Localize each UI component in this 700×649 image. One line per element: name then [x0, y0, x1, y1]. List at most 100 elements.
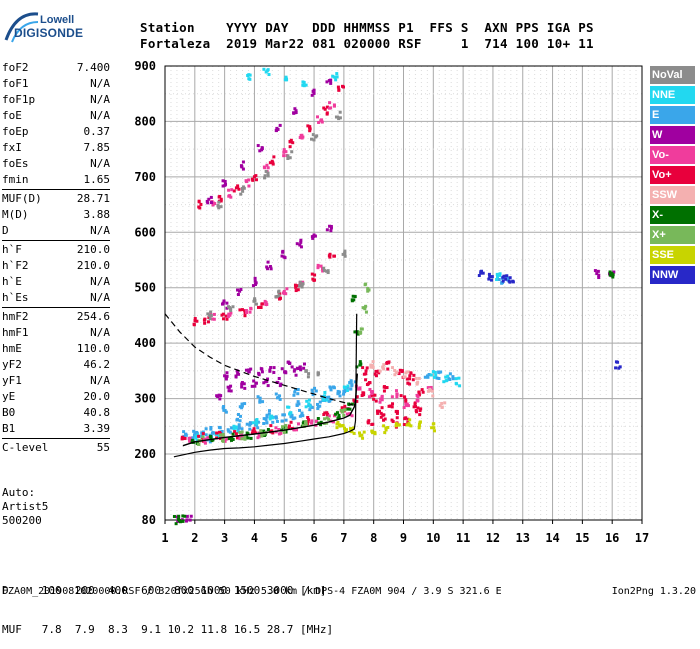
data-point	[391, 402, 395, 406]
data-point	[237, 372, 241, 376]
data-point	[367, 395, 371, 399]
data-point	[282, 150, 286, 154]
data-point	[409, 371, 413, 375]
data-point	[311, 236, 315, 240]
data-point	[183, 514, 187, 518]
data-point	[236, 417, 240, 421]
data-point	[316, 407, 320, 411]
x-tick-label: 17	[635, 531, 649, 545]
x-tick-label: 9	[400, 531, 407, 545]
data-point	[269, 267, 273, 271]
data-point	[247, 178, 251, 182]
data-point	[437, 377, 441, 381]
data-point	[277, 290, 281, 294]
data-point	[185, 514, 189, 518]
data-point	[384, 426, 388, 430]
data-point	[363, 283, 367, 287]
data-point	[361, 391, 365, 395]
y-tick-label: 80	[142, 513, 156, 527]
data-point	[355, 399, 359, 403]
data-point	[364, 310, 368, 314]
data-point	[371, 364, 375, 368]
data-point	[407, 404, 411, 408]
data-point	[198, 206, 202, 210]
data-point	[204, 427, 208, 431]
param-name: foF2	[2, 61, 29, 74]
data-point	[395, 371, 399, 375]
data-point	[308, 127, 312, 131]
data-point	[327, 414, 331, 418]
data-point	[207, 314, 211, 318]
data-point	[225, 374, 229, 378]
data-point	[216, 434, 220, 438]
ordinary-trace-line	[182, 373, 358, 447]
param-value: 210.0	[76, 259, 110, 272]
data-point	[265, 379, 269, 383]
data-point	[211, 431, 215, 435]
y-tick-label: 300	[134, 392, 156, 406]
x-tick-label: 8	[370, 531, 377, 545]
data-point	[230, 436, 234, 440]
data-point	[233, 430, 237, 434]
data-point	[282, 255, 286, 259]
data-point	[362, 372, 366, 376]
data-point	[338, 394, 342, 398]
autoscaling-info: Auto: Artist5 500200	[2, 486, 48, 528]
data-point	[304, 405, 308, 409]
data-point	[277, 427, 281, 431]
legend-item: NoVal	[650, 66, 695, 85]
param-value: 3.39	[83, 422, 111, 435]
data-point	[340, 410, 344, 414]
data-point	[353, 380, 357, 384]
data-point	[241, 167, 245, 171]
data-point	[311, 393, 315, 397]
data-point	[380, 394, 384, 398]
param-row: foE N/A	[2, 108, 110, 124]
data-point	[252, 427, 256, 431]
data-point	[400, 370, 404, 374]
data-point	[189, 514, 193, 518]
logo-mark	[4, 12, 39, 43]
data-point	[331, 420, 335, 424]
data-point	[328, 252, 332, 256]
data-point	[350, 402, 354, 406]
data-point	[245, 310, 249, 314]
muf-curve	[164, 313, 354, 406]
data-point	[210, 439, 214, 443]
param-name: yE	[2, 390, 16, 403]
data-point	[299, 134, 303, 138]
data-point	[188, 518, 192, 522]
data-point	[481, 271, 485, 275]
data-point	[294, 388, 298, 392]
data-point	[298, 365, 302, 369]
logo-text-top: Lowell	[40, 14, 75, 26]
data-point	[177, 514, 181, 518]
data-point	[335, 426, 339, 430]
data-point	[411, 378, 415, 382]
data-point	[292, 111, 296, 115]
data-point	[218, 426, 222, 430]
data-point	[225, 301, 229, 305]
data-point	[240, 308, 244, 312]
data-point	[442, 380, 446, 384]
data-point	[182, 437, 186, 441]
data-point	[356, 332, 360, 336]
param-row: h`Es N/A	[2, 290, 110, 306]
data-point	[318, 404, 322, 408]
data-point	[239, 192, 243, 196]
data-point	[374, 399, 378, 403]
param-name: fmin	[2, 173, 29, 186]
data-point	[306, 415, 310, 419]
data-point	[254, 381, 258, 385]
data-point	[256, 395, 260, 399]
data-point	[496, 275, 500, 279]
data-point	[298, 283, 302, 287]
data-point	[268, 265, 272, 269]
data-point	[302, 362, 306, 366]
data-point	[345, 388, 349, 392]
data-point	[329, 229, 333, 233]
data-point	[251, 421, 255, 425]
data-point	[310, 421, 314, 425]
data-point	[417, 390, 421, 394]
data-point	[283, 78, 287, 82]
